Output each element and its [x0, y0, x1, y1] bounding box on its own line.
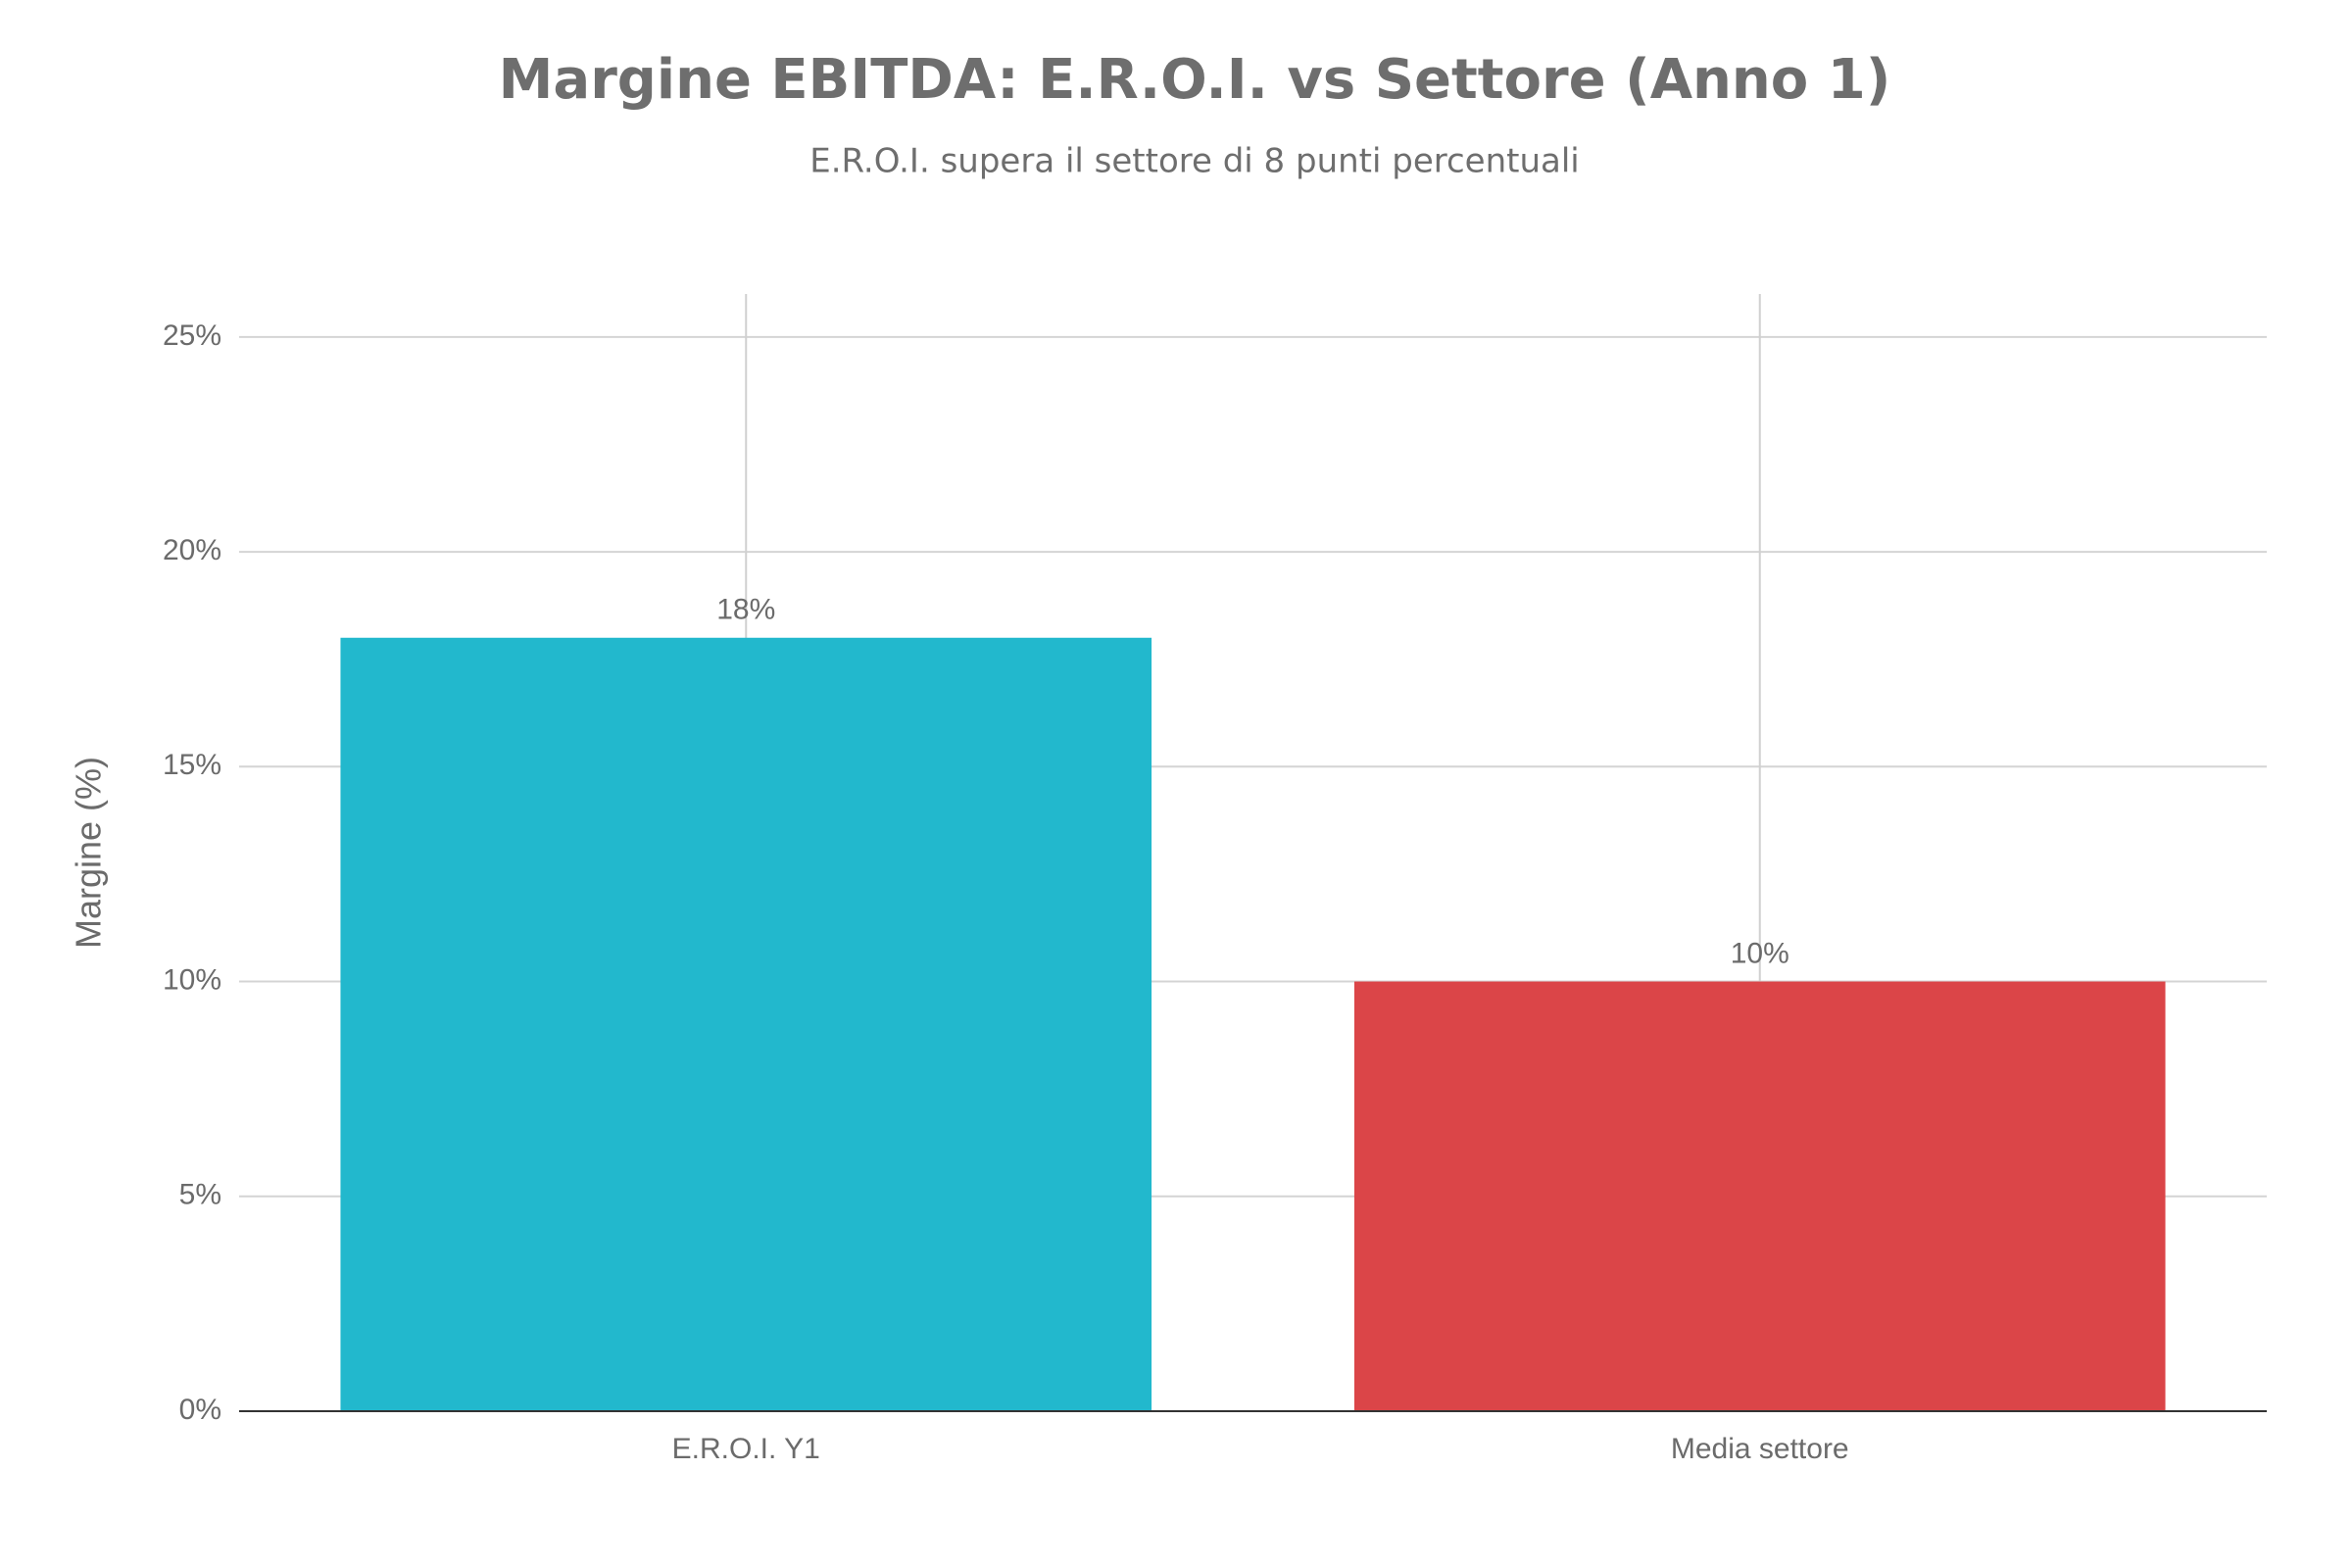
data-label: 10% [1731, 937, 1789, 969]
x-tick-label: Media settore [1671, 1433, 1849, 1465]
y-tick-label: 15% [163, 749, 221, 781]
y-tick-label: 5% [179, 1179, 221, 1211]
y-axis-title: Margine (%) [69, 757, 109, 949]
chart-title: Margine EBITDA: E.R.O.I. vs Settore (Ann… [499, 48, 1891, 112]
y-tick-label: 20% [163, 534, 221, 566]
data-label: 18% [716, 594, 775, 626]
chart-subtitle: E.R.O.I. supera il settore di 8 punti pe… [809, 142, 1580, 181]
x-tick-label: E.R.O.I. Y1 [672, 1433, 820, 1465]
y-tick-label: 25% [163, 319, 221, 352]
bar [340, 637, 1152, 1411]
y-tick-label: 10% [163, 963, 221, 996]
bar [1353, 981, 2166, 1411]
y-tick-label: 0% [179, 1394, 221, 1426]
